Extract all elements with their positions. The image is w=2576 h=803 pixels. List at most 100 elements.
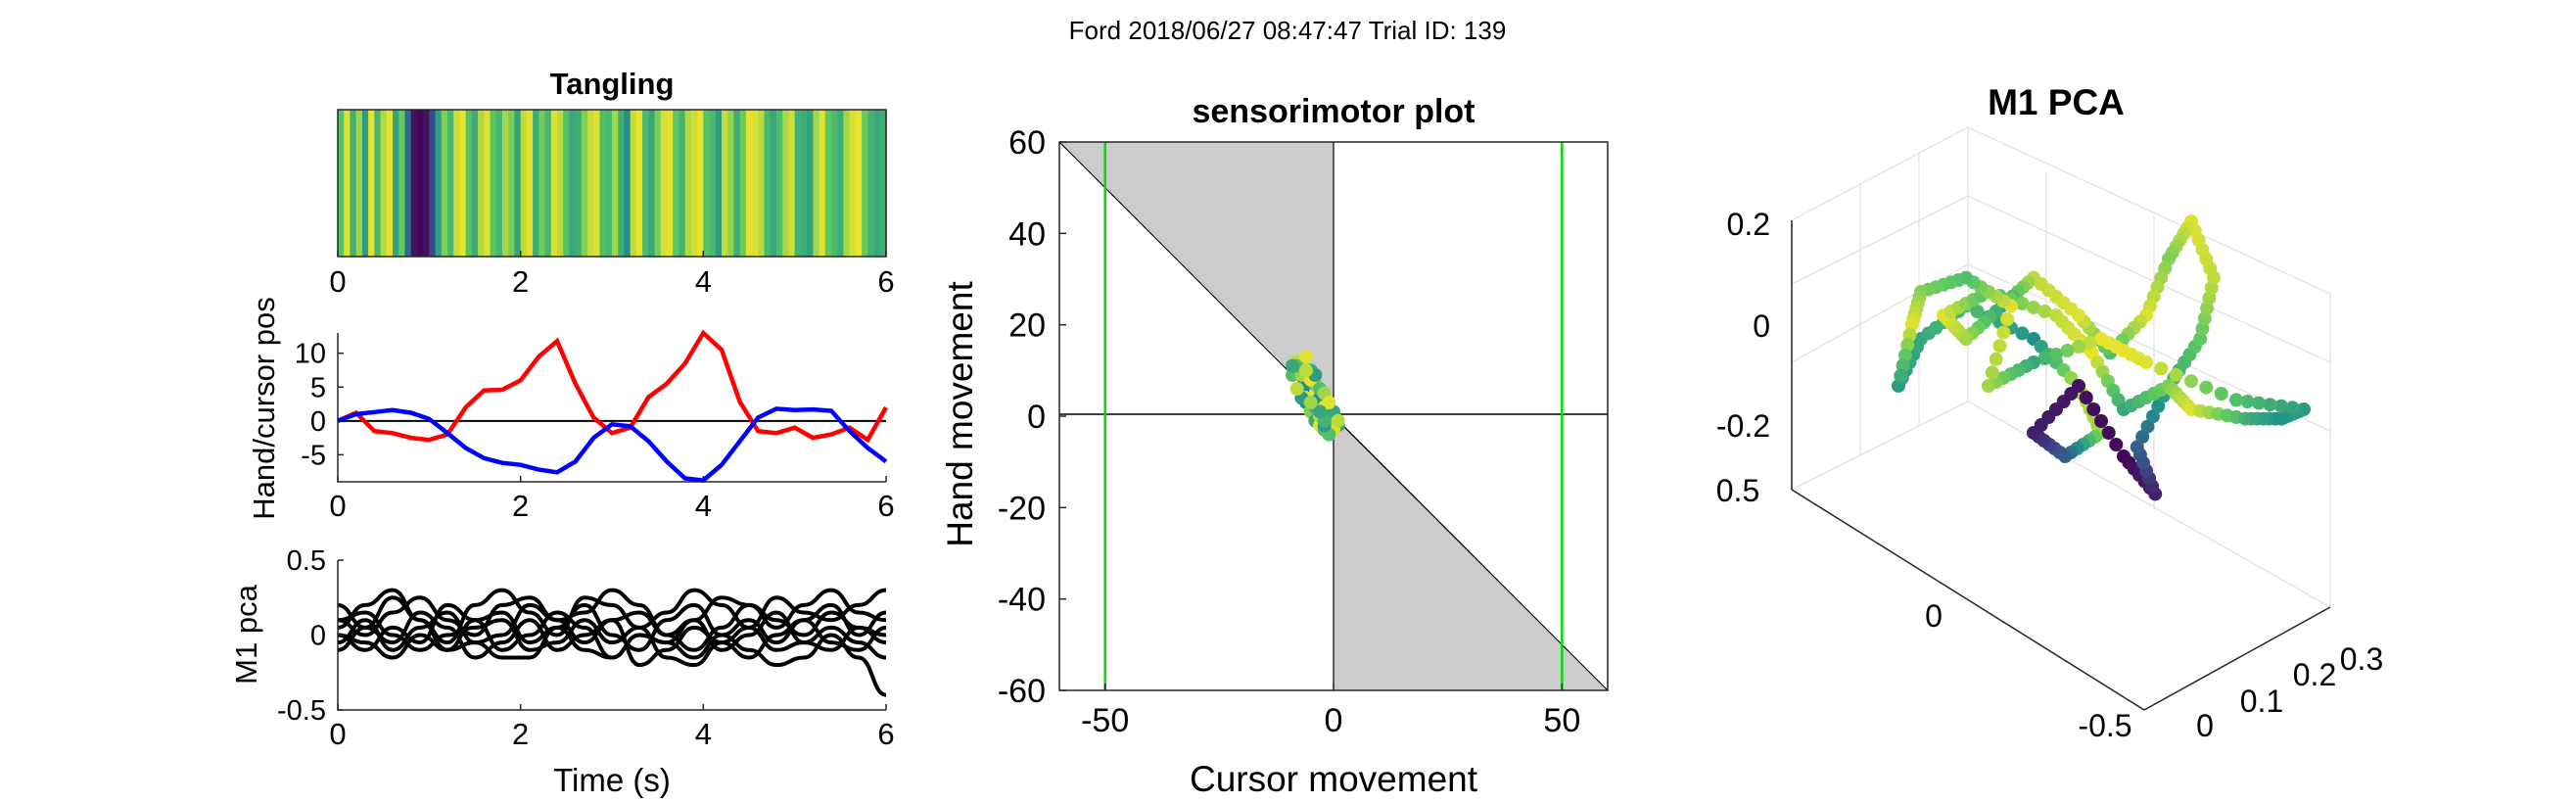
sensorimotor-point [1289, 382, 1304, 396]
z-tick-label: -0.2 [1716, 408, 1770, 444]
y-tick-label: -0.5 [277, 695, 326, 727]
tangling-stripe [770, 110, 777, 257]
trajectory-point [2229, 393, 2243, 407]
tangling-stripe [788, 110, 796, 257]
z-tick-label: 0 [1753, 308, 1770, 344]
y-tick-label: -0.5 [2078, 708, 2131, 743]
tangling-stripe [429, 110, 437, 257]
tangling-title: Tangling [550, 67, 675, 101]
tangling-stripe [722, 110, 728, 257]
m1pca-3d-axes [1791, 220, 2331, 711]
trajectory-point [2184, 374, 2198, 389]
tangling-stripe [709, 110, 717, 257]
trajectory-point [2202, 291, 2217, 306]
tangling-stripe [733, 110, 741, 257]
trajectory-point [2195, 321, 2210, 336]
trajectory-point [2086, 402, 2101, 416]
trajectory-point [2199, 380, 2214, 395]
tangling-stripe [459, 110, 467, 257]
tangling-stripe [490, 110, 497, 257]
y-tick-label: 0.5 [287, 545, 326, 577]
tangling-stripe [794, 110, 802, 257]
tangling-stripe [764, 110, 772, 257]
x-tick-label: 0 [329, 489, 346, 523]
trajectory-point [2154, 361, 2169, 376]
tangling-stripe [423, 110, 430, 257]
tangling-stripe [867, 110, 875, 257]
tangling-stripe [624, 110, 632, 257]
tangling-stripe [593, 110, 601, 257]
sensorimotor-boundaries [1103, 142, 1564, 690]
m1pca-line [337, 610, 887, 668]
trajectory-point [2240, 395, 2255, 408]
tangling-stripe [575, 110, 583, 257]
y-tick-label: -60 [998, 673, 1046, 710]
trajectory-point [1897, 348, 1912, 362]
tangling-stripe [654, 110, 662, 257]
x-tick-label: 0 [329, 264, 346, 299]
tangling-stripe [368, 110, 375, 257]
tangling-stripe [435, 110, 443, 257]
tangling-stripe [404, 110, 412, 257]
tangling-stripe [495, 110, 503, 257]
hand-cursor-ylabel: Hand/cursor pos [247, 297, 281, 519]
m1pca-line [337, 625, 887, 697]
m1pca-x-ticks: 0 2 4 6 [329, 704, 895, 751]
sensorimotor-points [1286, 350, 1345, 442]
tangling-stripe [563, 110, 571, 257]
trajectory-point [1996, 325, 2011, 340]
trajectory-point [1904, 317, 1919, 332]
trajectory-point [2072, 379, 2085, 393]
m1pca-3d-y-ticks: 0.5 0 -0.5 [1716, 473, 2132, 743]
trajectory-point [2145, 409, 2160, 424]
y-tick-label: 0 [310, 406, 326, 438]
sensorimotor-point [1303, 396, 1318, 409]
tangling-stripe [514, 110, 522, 257]
x-tick-label: 4 [695, 489, 712, 523]
tangling-stripe [533, 110, 539, 257]
cursor-position-line [337, 329, 888, 444]
tangling-stripe [393, 110, 399, 257]
tangling-stripe [386, 110, 394, 257]
trajectory-point [2072, 340, 2085, 354]
tangling-stripe [690, 110, 698, 257]
x-tick-label: 0 [1325, 702, 1343, 739]
tangling-stripe [727, 110, 735, 257]
tangling-stripe [879, 110, 887, 257]
tangling-stripe [807, 110, 814, 257]
m1pca-y-ticks: -0.5 0 0.5 [277, 545, 344, 727]
tangling-stripe [465, 110, 473, 257]
trajectory-point [2049, 348, 2063, 361]
tangling-stripe [416, 110, 424, 257]
trajectory-point [2037, 305, 2052, 318]
tangling-stripe [484, 110, 492, 257]
y-tick-label: 40 [1008, 215, 1046, 253]
tangling-stripe [612, 110, 619, 257]
sensorimotor-x-ticks: -50 0 50 [1081, 684, 1580, 739]
figure-suptitle: Ford 2018/06/27 08:47:47 Trial ID: 139 [1069, 16, 1507, 45]
trajectory-point [2079, 391, 2093, 404]
trajectory-point [2135, 430, 2150, 444]
tangling-stripe [849, 110, 857, 257]
tangling-stripe [344, 110, 351, 257]
x-tick-label: 0 [2196, 708, 2214, 743]
sensorimotor-panel: sensorimotor plot -60 -40 -20 0 20 40 60 -50 0 5… [940, 93, 1609, 799]
trajectory-point [2101, 426, 2116, 440]
tangling-stripe [684, 110, 692, 257]
tangling-stripe [441, 110, 448, 257]
tangling-stripe [843, 110, 851, 257]
trajectory-point [1989, 352, 2003, 366]
tangling-stripe [539, 110, 546, 257]
sensorimotor-y-ticks: -60 -40 -20 0 20 40 60 [998, 124, 1066, 710]
x-tick-label: 6 [877, 489, 894, 523]
tangling-panel: Tangling 0 2 4 6 [329, 67, 894, 299]
sensorimotor-point [1322, 396, 1336, 409]
tangling-stripe [715, 110, 723, 257]
tangling-stripe [819, 110, 826, 257]
x-tick-label: 2 [512, 489, 529, 523]
m1pca-line [337, 588, 887, 638]
m1pca-3d-z-ticks: 0.2 0 -0.2 [1716, 207, 1770, 444]
x-tick-label: 6 [877, 264, 894, 299]
trajectory-point [2094, 332, 2108, 346]
tangling-stripe [635, 110, 643, 257]
